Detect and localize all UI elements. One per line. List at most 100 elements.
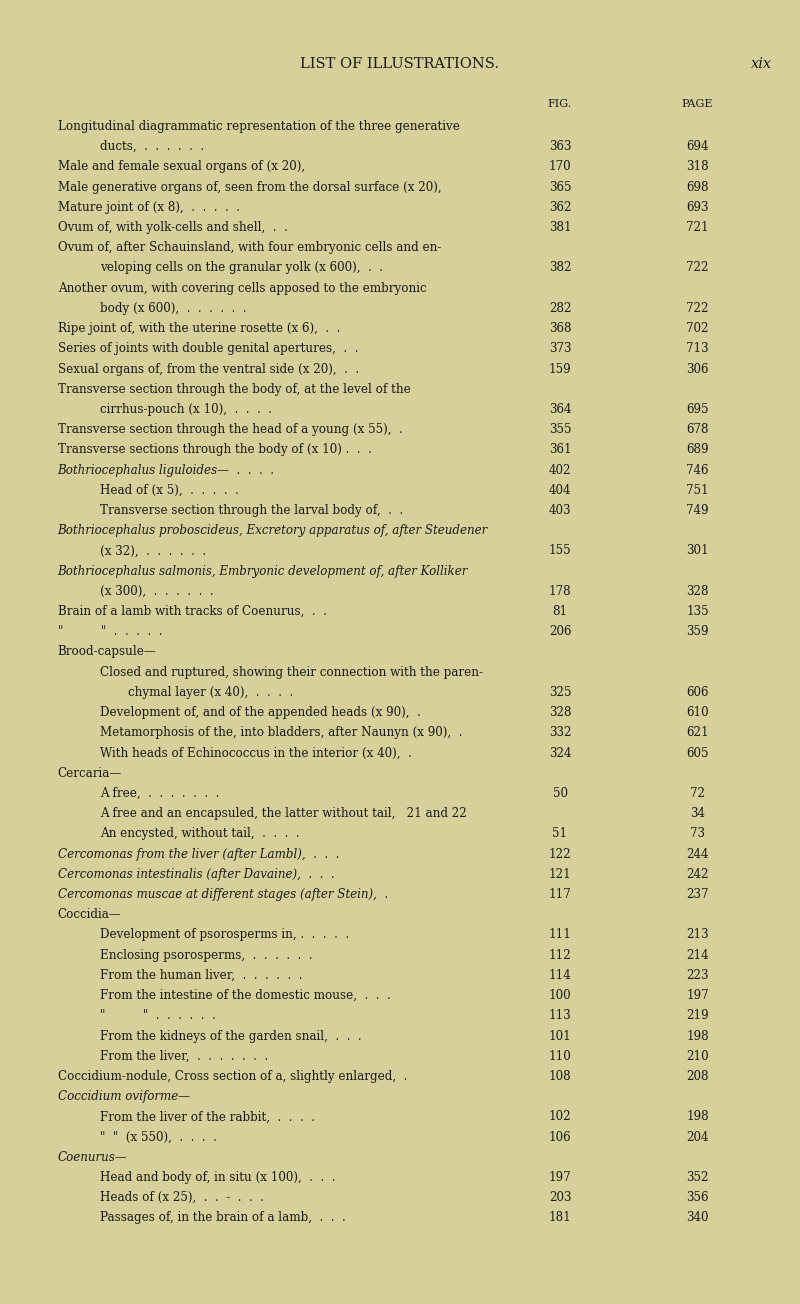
Text: A free,  .  .  .  .  .  .  .: A free, . . . . . . . — [100, 786, 219, 799]
Text: Transverse sections through the body of (x 10) .  .  .: Transverse sections through the body of … — [58, 443, 371, 456]
Text: Male generative organs of, seen from the dorsal surface (x 20),: Male generative organs of, seen from the… — [58, 180, 442, 193]
Text: Longitudinal diagrammatic representation of the three generative: Longitudinal diagrammatic representation… — [58, 120, 459, 133]
Text: 722: 722 — [686, 303, 709, 314]
Text: Development of psorosperms in, .  .  .  .  .: Development of psorosperms in, . . . . . — [100, 928, 349, 941]
Text: 373: 373 — [549, 342, 571, 355]
Text: (x 32),  .  .  .  .  .  .: (x 32), . . . . . . — [100, 545, 206, 557]
Text: Ripe joint of, with the uterine rosette (x 6),  .  .: Ripe joint of, with the uterine rosette … — [58, 322, 340, 335]
Text: Series of joints with double genital apertures,  .  .: Series of joints with double genital ape… — [58, 342, 358, 355]
Text: 721: 721 — [686, 220, 709, 233]
Text: PAGE: PAGE — [682, 99, 714, 110]
Text: 605: 605 — [686, 746, 709, 759]
Text: 621: 621 — [686, 726, 709, 739]
Text: Cercaria—: Cercaria— — [58, 767, 122, 780]
Text: 198: 198 — [686, 1110, 709, 1123]
Text: Head and body of, in situ (x 100),  .  .  .: Head and body of, in situ (x 100), . . . — [100, 1171, 335, 1184]
Text: 237: 237 — [686, 888, 709, 901]
Text: From the human liver,  .  .  .  .  .  .: From the human liver, . . . . . . — [100, 969, 302, 982]
Text: Ovum of, after Schauinsland, with four embryonic cells and en-: Ovum of, after Schauinsland, with four e… — [58, 241, 441, 254]
Text: "          "  .  .  .  .  .  .: " " . . . . . . — [100, 1009, 216, 1022]
Text: LIST OF ILLUSTRATIONS.: LIST OF ILLUSTRATIONS. — [301, 57, 499, 72]
Text: 694: 694 — [686, 140, 709, 153]
Text: 111: 111 — [549, 928, 571, 941]
Text: 110: 110 — [549, 1050, 571, 1063]
Text: 722: 722 — [686, 261, 709, 274]
Text: 117: 117 — [549, 888, 571, 901]
Text: Transverse section through the larval body of,  .  .: Transverse section through the larval bo… — [100, 503, 403, 516]
Text: Mature joint of (x 8),  .  .  .  .  .: Mature joint of (x 8), . . . . . — [58, 201, 240, 214]
Text: "          "  .  .  .  .  .: " " . . . . . — [58, 626, 162, 638]
Text: 606: 606 — [686, 686, 709, 699]
Text: Head of (x 5),  .  .  .  .  .: Head of (x 5), . . . . . — [100, 484, 239, 497]
Text: 108: 108 — [549, 1069, 571, 1082]
Text: 328: 328 — [686, 584, 709, 597]
Text: Another ovum, with covering cells apposed to the embryonic: Another ovum, with covering cells appose… — [58, 282, 426, 295]
Text: Coccidium-nodule, Cross section of a, slightly enlarged,  .: Coccidium-nodule, Cross section of a, sl… — [58, 1069, 407, 1082]
Text: Bothriocephalus liguloides—  .  .  .  .: Bothriocephalus liguloides— . . . . — [58, 463, 274, 476]
Text: 102: 102 — [549, 1110, 571, 1123]
Text: 101: 101 — [549, 1030, 571, 1042]
Text: 364: 364 — [549, 403, 571, 416]
Text: Ovum of, with yolk-cells and shell,  .  .: Ovum of, with yolk-cells and shell, . . — [58, 220, 287, 233]
Text: 695: 695 — [686, 403, 709, 416]
Text: Passages of, in the brain of a lamb,  .  .  .: Passages of, in the brain of a lamb, . .… — [100, 1211, 346, 1224]
Text: 181: 181 — [549, 1211, 571, 1224]
Text: 170: 170 — [549, 160, 571, 173]
Text: 355: 355 — [549, 422, 571, 436]
Text: 610: 610 — [686, 707, 709, 719]
Text: 197: 197 — [549, 1171, 571, 1184]
Text: 135: 135 — [686, 605, 709, 618]
Text: body (x 600),  .  .  .  .  .  .: body (x 600), . . . . . . — [100, 303, 246, 314]
Text: 332: 332 — [549, 726, 571, 739]
Text: 689: 689 — [686, 443, 709, 456]
Text: ducts,  .  .  .  .  .  .: ducts, . . . . . . — [100, 140, 204, 153]
Text: 359: 359 — [686, 626, 709, 638]
Text: 403: 403 — [549, 503, 571, 516]
Text: 325: 325 — [549, 686, 571, 699]
Text: 159: 159 — [549, 363, 571, 376]
Text: 751: 751 — [686, 484, 709, 497]
Text: 318: 318 — [686, 160, 709, 173]
Text: 219: 219 — [686, 1009, 709, 1022]
Text: 301: 301 — [686, 545, 709, 557]
Text: 106: 106 — [549, 1131, 571, 1144]
Text: 382: 382 — [549, 261, 571, 274]
Text: 678: 678 — [686, 422, 709, 436]
Text: 198: 198 — [686, 1030, 709, 1042]
Text: 208: 208 — [686, 1069, 709, 1082]
Text: 693: 693 — [686, 201, 709, 214]
Text: 122: 122 — [549, 848, 571, 861]
Text: 361: 361 — [549, 443, 571, 456]
Text: An encysted, without tail,  .  .  .  .: An encysted, without tail, . . . . — [100, 827, 300, 840]
Text: 34: 34 — [690, 807, 705, 820]
Text: Cercomonas intestinalis (after Davaine),  .  .  .: Cercomonas intestinalis (after Davaine),… — [58, 868, 334, 880]
Text: 698: 698 — [686, 180, 709, 193]
Text: veloping cells on the granular yolk (x 600),  .  .: veloping cells on the granular yolk (x 6… — [100, 261, 383, 274]
Text: 381: 381 — [549, 220, 571, 233]
Text: Cercomonas muscae at different stages (after Stein),  .: Cercomonas muscae at different stages (a… — [58, 888, 388, 901]
Text: A free and an encapsuled, the latter without tail,   21 and 22: A free and an encapsuled, the latter wit… — [100, 807, 466, 820]
Text: 352: 352 — [686, 1171, 709, 1184]
Text: From the intestine of the domestic mouse,  .  .  .: From the intestine of the domestic mouse… — [100, 988, 390, 1001]
Text: Bothriocephalus proboscideus, Excretory apparatus of, after Steudener: Bothriocephalus proboscideus, Excretory … — [58, 524, 488, 537]
Text: Enclosing psorosperms,  .  .  .  .  .  .: Enclosing psorosperms, . . . . . . — [100, 948, 313, 961]
Text: Transverse section through the head of a young (x 55),  .: Transverse section through the head of a… — [58, 422, 402, 436]
Text: 362: 362 — [549, 201, 571, 214]
Text: 282: 282 — [549, 303, 571, 314]
Text: 206: 206 — [549, 626, 571, 638]
Text: From the liver of the rabbit,  .  .  .  .: From the liver of the rabbit, . . . . — [100, 1110, 315, 1123]
Text: 713: 713 — [686, 342, 709, 355]
Text: Transverse section through the body of, at the level of the: Transverse section through the body of, … — [58, 383, 410, 395]
Text: 50: 50 — [553, 786, 567, 799]
Text: 746: 746 — [686, 463, 709, 476]
Text: Heads of (x 25),  .  .  -  .  .  .: Heads of (x 25), . . - . . . — [100, 1192, 264, 1204]
Text: 203: 203 — [549, 1192, 571, 1204]
Text: Coccidium oviforme—: Coccidium oviforme— — [58, 1090, 190, 1103]
Text: Brain of a lamb with tracks of Coenurus,  .  .: Brain of a lamb with tracks of Coenurus,… — [58, 605, 326, 618]
Text: Brood-capsule—: Brood-capsule— — [58, 645, 156, 659]
Text: Metamorphosis of the, into bladders, after Naunyn (x 90),  .: Metamorphosis of the, into bladders, aft… — [100, 726, 462, 739]
Text: 113: 113 — [549, 1009, 571, 1022]
Text: 368: 368 — [549, 322, 571, 335]
Text: "  "  (x 550),  .  .  .  .: " " (x 550), . . . . — [100, 1131, 217, 1144]
Text: 306: 306 — [686, 363, 709, 376]
